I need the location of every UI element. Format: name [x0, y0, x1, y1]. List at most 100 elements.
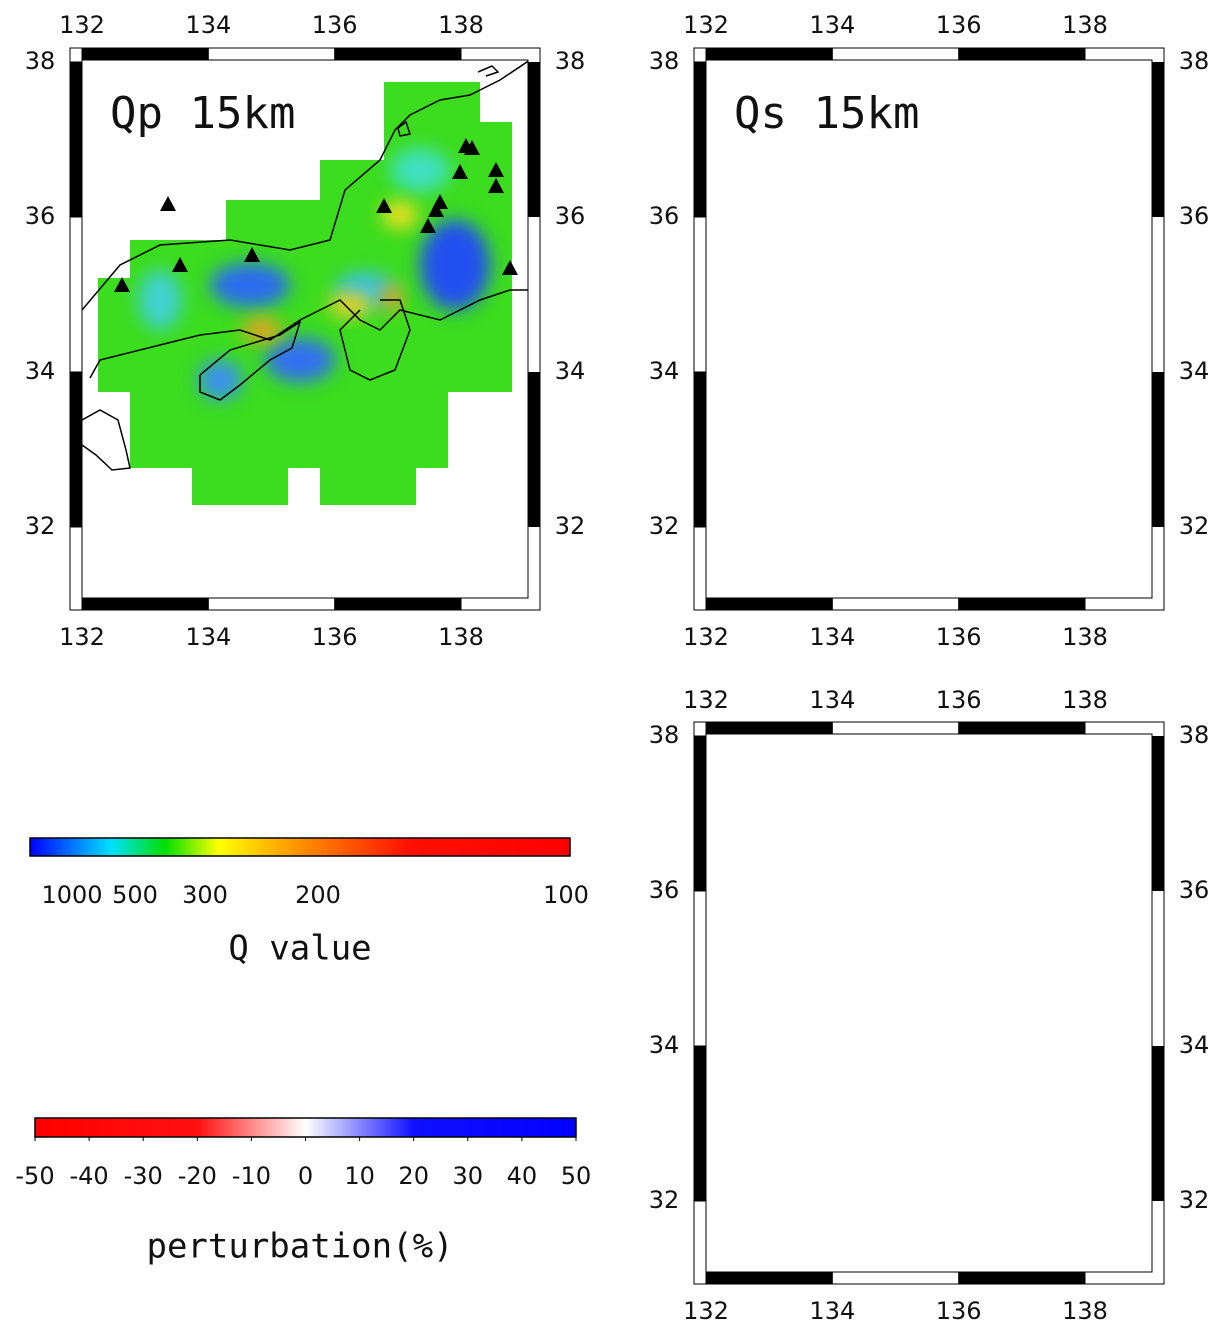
colorbar-title: perturbation(%) [146, 1227, 453, 1267]
y-tick-label: 36 [649, 876, 680, 904]
x-tick-label: 132 [683, 623, 729, 651]
x-tick-label: 132 [683, 1297, 729, 1325]
map-content [82, 60, 528, 505]
frame-bar [706, 722, 833, 734]
x-tick-label: 134 [809, 1297, 855, 1325]
colorbar-label: 200 [295, 881, 341, 909]
field-anomaly [138, 270, 182, 330]
volcano [160, 196, 176, 211]
coastline [82, 60, 528, 311]
frame-bar [82, 48, 209, 60]
y-tick-label: 34 [555, 357, 586, 385]
x-tick-label: 138 [438, 11, 484, 39]
frame-bar [82, 598, 209, 610]
field-anomaly [242, 318, 282, 342]
y-tick-label: 38 [649, 721, 680, 749]
y-tick-label: 38 [25, 47, 56, 75]
frame-inner [705, 733, 1153, 1273]
x-tick-label: 132 [683, 11, 729, 39]
field-anomaly [390, 148, 450, 192]
frame-bar [70, 62, 82, 217]
frame-bar [694, 736, 706, 891]
x-tick-label: 138 [438, 623, 484, 651]
frame-bar [958, 48, 1085, 60]
x-tick-label: 134 [185, 11, 231, 39]
y-tick-label: 32 [1179, 1186, 1210, 1214]
volcano [502, 260, 518, 275]
x-tick-label: 136 [312, 11, 358, 39]
y-tick-label: 36 [555, 202, 586, 230]
y-tick-label: 36 [1179, 202, 1210, 230]
frame-bar [1152, 736, 1164, 891]
map-panel: Qp 15km 132 132 134 134 136 136 138 138 32 32 34 34 3… [25, 11, 586, 651]
frame-inner [81, 59, 529, 599]
x-tick-label: 134 [809, 11, 855, 39]
field-anomaly [382, 284, 402, 312]
x-tick-label: 138 [1062, 623, 1108, 651]
frame-bar [528, 372, 540, 527]
colorbar-title: Q value [228, 929, 371, 969]
y-tick-label: 38 [1179, 721, 1210, 749]
colorbar [34, 1117, 577, 1138]
volcano [452, 164, 468, 179]
map-panel: Qs 15km 132 132 134 134 136 136 138 138 32 32 34 34 3… [649, 11, 1210, 651]
y-tick-label: 34 [1179, 1031, 1210, 1059]
y-tick-label: 32 [649, 512, 680, 540]
frame-bar [528, 62, 540, 217]
colorbar-label: -30 [124, 1162, 163, 1190]
colorbar-label: 100 [543, 881, 589, 909]
colorbar-label: 300 [182, 881, 228, 909]
colorbar-label: 1000 [41, 881, 102, 909]
colorbar-label: 30 [453, 1162, 484, 1190]
colorbar-label: 10 [344, 1162, 375, 1190]
frame-bar [694, 1046, 706, 1201]
frame-bar [334, 598, 461, 610]
frame-bar [1152, 62, 1164, 217]
x-tick-label: 136 [312, 623, 358, 651]
field-anomaly [420, 220, 490, 310]
field-anomaly [210, 263, 290, 307]
panel-title: Qp 15km [110, 88, 295, 139]
y-tick-label: 32 [649, 1186, 680, 1214]
volcano [114, 277, 130, 292]
volcano [488, 162, 504, 177]
x-tick-label: 136 [936, 1297, 982, 1325]
frame-bar [70, 372, 82, 527]
field-anomaly [382, 201, 418, 229]
y-tick-label: 32 [25, 512, 56, 540]
x-tick-label: 138 [1062, 11, 1108, 39]
colorbar-label: 0 [298, 1162, 313, 1190]
volcano [172, 257, 188, 272]
colorbar-label: 50 [561, 1162, 592, 1190]
coastline [89, 289, 528, 379]
colorbar [29, 837, 571, 857]
frame-bar [958, 722, 1085, 734]
coastline [397, 120, 411, 137]
y-tick-label: 34 [649, 1031, 680, 1059]
y-tick-label: 34 [25, 357, 56, 385]
frame-bar [1152, 1046, 1164, 1201]
frame-bar [706, 598, 833, 610]
field-anomaly [328, 293, 372, 317]
frame-bar [334, 48, 461, 60]
x-tick-label: 134 [809, 623, 855, 651]
volcano [428, 202, 444, 217]
x-tick-label: 132 [59, 623, 105, 651]
colorbar-label: 500 [112, 881, 158, 909]
frame-bar [958, 598, 1085, 610]
volcano [432, 194, 448, 209]
field-anomaly [265, 338, 335, 382]
frame [693, 47, 1165, 611]
y-tick-label: 32 [1179, 512, 1210, 540]
x-tick-label: 136 [936, 686, 982, 714]
volcano [244, 247, 260, 262]
frame-bar [1152, 372, 1164, 527]
volcano [420, 218, 436, 233]
x-tick-label: 132 [683, 686, 729, 714]
frame-bar [694, 62, 706, 217]
coastline [82, 409, 131, 471]
x-tick-label: 138 [1062, 686, 1108, 714]
y-tick-label: 36 [649, 202, 680, 230]
frame-bar [694, 372, 706, 527]
